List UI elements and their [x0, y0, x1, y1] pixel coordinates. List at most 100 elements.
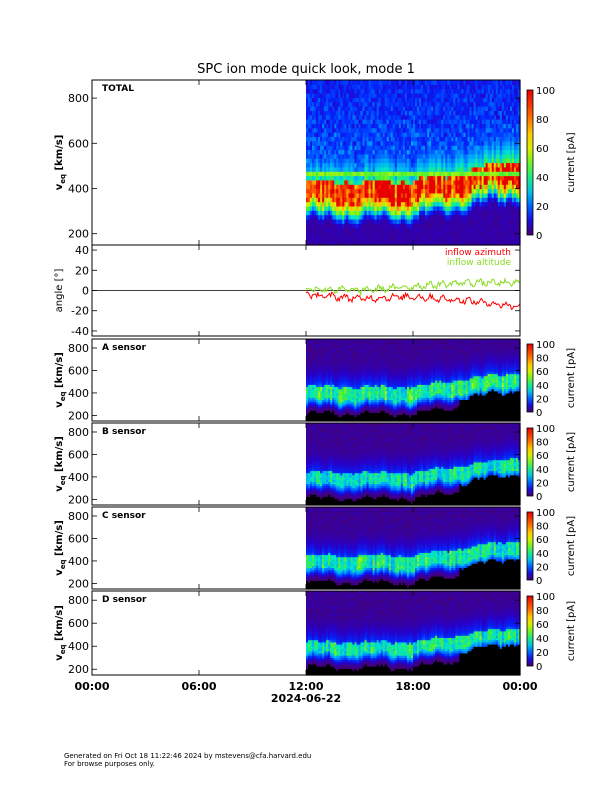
heatmap-cell: [437, 106, 440, 111]
heatmap-cell: [306, 140, 309, 146]
heatmap-cell: [370, 158, 374, 164]
heatmap-cell: [328, 158, 331, 164]
heatmap-cell: [451, 201, 454, 207]
heatmap-cell: [396, 88, 400, 94]
heatmap-cell: [338, 153, 341, 159]
heatmap-cell: [390, 210, 394, 216]
heatmap-cell: [435, 80, 438, 85]
heatmap-cell: [408, 123, 412, 129]
heatmap-cell: [433, 205, 436, 211]
heatmap-cell: [471, 84, 475, 90]
heatmap-cell: [342, 145, 345, 151]
heatmap-cell: [352, 210, 356, 216]
heatmap-cell: [358, 166, 362, 172]
heatmap-cell: [402, 119, 406, 125]
heatmap-cell: [398, 136, 402, 142]
heatmap-cell: [340, 80, 343, 85]
heatmap-cell: [392, 84, 396, 90]
heatmap-cell: [465, 210, 469, 216]
heatmap-cell: [336, 188, 339, 194]
heatmap-cell: [352, 158, 356, 164]
heatmap-cell: [437, 149, 440, 155]
heatmap-cell: [332, 123, 335, 129]
heatmap-cell: [413, 166, 416, 172]
heatmap-cell: [469, 132, 473, 138]
heatmap-cell: [408, 110, 412, 116]
heatmap-cell: [419, 179, 422, 185]
heatmap-cell: [419, 114, 422, 120]
heatmap-cell: [350, 240, 354, 246]
heatmap-cell: [471, 114, 475, 120]
heatmap-cell: [386, 240, 390, 246]
heatmap-cell: [493, 179, 497, 185]
heatmap-cell: [406, 145, 410, 151]
heatmap-cell: [475, 84, 479, 90]
heatmap-cell: [445, 97, 448, 103]
heatmap-cell: [437, 101, 440, 107]
heatmap-cell: [483, 223, 487, 229]
heatmap-cell: [465, 223, 469, 229]
heatmap-cell: [485, 236, 489, 242]
heatmap-cell: [481, 158, 485, 164]
heatmap-cell: [435, 214, 438, 220]
heatmap-cell: [372, 214, 376, 220]
heatmap-cell: [439, 171, 442, 177]
heatmap-cell: [384, 145, 388, 151]
heatmap-cell: [425, 218, 428, 224]
heatmap-cell: [328, 205, 331, 211]
heatmap-cell: [410, 110, 414, 116]
heatmap-cell: [429, 175, 432, 181]
heatmap-cell: [413, 119, 416, 125]
heatmap-cell: [415, 88, 418, 94]
heatmap-cell: [461, 171, 465, 177]
heatmap-cell: [362, 197, 366, 203]
heatmap-cell: [475, 136, 479, 142]
heatmap-cell: [481, 175, 485, 181]
heatmap-cell: [310, 136, 313, 142]
heatmap-cell: [437, 88, 440, 94]
heatmap-cell: [342, 106, 345, 111]
heatmap-cell: [423, 136, 426, 142]
heatmap-cell: [384, 171, 388, 177]
heatmap-cell: [378, 140, 382, 146]
heatmap-cell: [338, 192, 341, 198]
heatmap-cell: [479, 166, 483, 172]
heatmap-cell: [419, 106, 422, 111]
heatmap-cell: [429, 127, 432, 133]
heatmap-cell: [330, 88, 333, 94]
heatmap-cell: [455, 127, 459, 133]
heatmap-cell: [471, 93, 475, 98]
heatmap-cell: [489, 88, 493, 94]
heatmap-cell: [398, 218, 402, 224]
heatmap-cell: [465, 136, 469, 142]
heatmap-cell: [348, 218, 352, 224]
heatmap-cell: [316, 106, 319, 111]
heatmap-cell: [435, 175, 438, 181]
heatmap-cell: [332, 231, 335, 237]
heatmap-cell: [312, 153, 315, 159]
heatmap-cell: [332, 197, 335, 203]
heatmap-cell: [340, 223, 343, 229]
heatmap-cell: [358, 136, 362, 142]
heatmap-cell: [340, 127, 343, 133]
heatmap-cell: [358, 114, 362, 120]
heatmap-cell: [392, 236, 396, 242]
heatmap-cell: [410, 114, 414, 120]
heatmap-cell: [402, 153, 406, 159]
heatmap-cell: [400, 88, 404, 94]
heatmap-cell: [471, 136, 475, 142]
heatmap-cell: [370, 97, 374, 103]
heatmap-cell: [360, 101, 364, 107]
heatmap-cell: [390, 145, 394, 151]
heatmap-cell: [312, 166, 315, 172]
heatmap-cell: [445, 145, 448, 151]
heatmap-cell: [354, 197, 358, 203]
heatmap-cell: [402, 158, 406, 164]
heatmap-cell: [378, 119, 382, 125]
heatmap-cell: [461, 114, 465, 120]
heatmap-cell: [348, 201, 352, 207]
heatmap-cell: [408, 106, 412, 111]
heatmap-cell: [344, 227, 347, 233]
heatmap-cell: [338, 88, 341, 94]
heatmap-cell: [441, 214, 444, 220]
